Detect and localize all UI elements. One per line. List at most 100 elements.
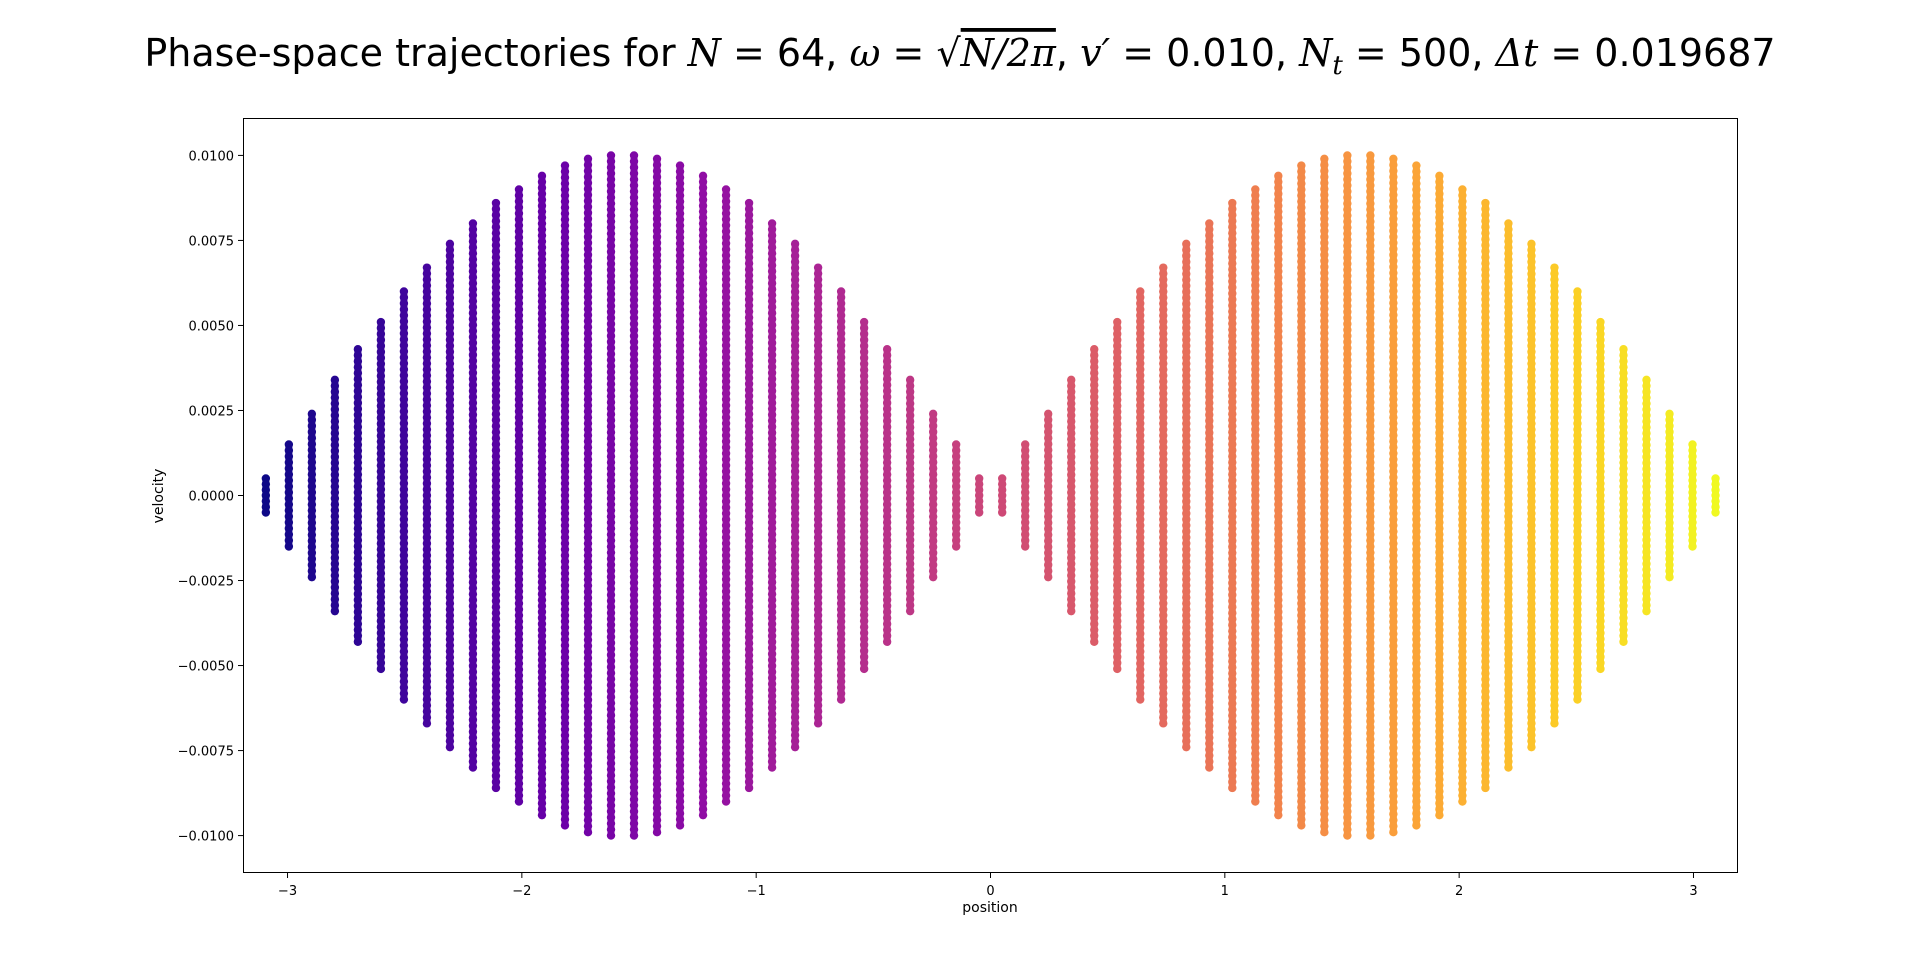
trajectory-point [698,565,708,575]
trajectory-point [928,524,938,533]
trajectory-point [1067,571,1076,580]
trajectory-point [675,299,685,308]
trajectory-point [882,476,892,485]
trajectory-point [468,554,478,563]
trajectory-point [1044,470,1053,479]
trajectory-point [376,581,386,590]
trajectory-point [468,362,478,372]
trajectory-point [629,416,639,425]
trajectory-point [468,518,478,527]
trajectory-point [744,470,754,479]
trajectory-point [491,313,501,322]
trajectory-point [698,679,708,688]
trajectory-point [491,216,501,226]
trajectory-point [376,598,386,608]
trajectory-point [629,819,639,828]
trajectory-point [721,737,731,746]
trajectory-point [675,485,685,494]
trajectory-point [652,280,662,290]
trajectory-point [583,401,593,410]
trajectory-point [422,293,432,302]
trajectory-point [330,595,340,604]
trajectory-point [514,689,524,698]
trajectory-point [629,783,639,792]
trajectory-point [905,571,915,580]
trajectory-point [629,753,639,762]
trajectory-point [583,310,593,320]
trajectory-point [491,608,501,618]
trajectory-point [767,572,777,581]
trajectory-point [721,605,731,614]
trajectory-point [422,371,432,380]
trajectory-point [744,699,754,708]
trajectory-point [330,553,340,562]
trajectory-point [399,647,409,656]
trajectory-point [606,596,616,606]
trajectory-point [514,287,524,296]
trajectory-point [744,783,754,793]
trajectory-point [606,247,616,256]
trajectory-point [468,506,478,515]
trajectory-point [537,512,547,521]
trajectory-point [767,255,777,264]
trajectory-point [767,362,777,372]
trajectory-point [698,703,708,712]
trajectory-point [629,193,639,202]
trajectory-point [790,347,800,356]
trajectory-point [1067,429,1076,438]
trajectory-point [744,717,754,726]
trajectory-point [537,303,547,312]
trajectory-point [675,509,685,518]
trajectory-point [1044,488,1053,497]
trajectory-particle-14 [583,154,593,837]
trajectory-point [422,425,432,434]
trajectory-point [422,527,432,536]
trajectory-point [514,587,524,596]
trajectory-point [468,452,478,461]
trajectory-point [652,821,662,831]
trajectory-point [767,261,777,270]
trajectory-point [790,293,800,302]
trajectory-point [629,259,639,268]
trajectory-point [721,533,731,542]
trajectory-point [629,765,639,774]
trajectory-point [698,267,708,276]
trajectory-particle-59 [1619,345,1628,646]
trajectory-point [537,273,547,282]
trajectory-point [882,565,892,575]
trajectory-point [445,629,455,638]
trajectory-point [882,631,892,640]
trajectory-point [445,395,455,404]
trajectory-point [744,614,754,624]
trajectory-point [744,759,754,769]
trajectory-point [537,560,547,569]
trajectory-point [468,685,478,695]
trajectory-point [744,482,754,491]
trajectory-point [836,491,846,500]
trajectory-point [491,639,501,648]
trajectory-point [1067,553,1076,562]
trajectory-particle-24 [813,263,823,728]
trajectory-point [445,515,455,524]
trajectory-point [422,281,432,290]
trajectory-point [629,566,639,575]
trajectory-point [629,169,639,178]
trajectory-point [606,506,616,515]
trajectory-point [698,434,708,443]
trajectory-point [583,755,593,765]
trajectory-point [537,315,547,324]
trajectory-point [790,365,800,374]
trajectory-point [905,517,915,527]
trajectory-point [721,599,731,608]
trajectory-particle-36 [1090,345,1099,646]
trajectory-particle-58 [1596,317,1605,674]
trajectory-point [698,661,708,670]
trajectory-point [376,341,386,351]
trajectory-point [1067,535,1076,545]
trajectory-point [560,767,570,776]
trajectory-point [376,521,386,530]
trajectory-point [376,395,386,405]
trajectory-point [859,359,869,369]
trajectory-point [606,518,616,527]
trajectory-point [1067,440,1076,450]
